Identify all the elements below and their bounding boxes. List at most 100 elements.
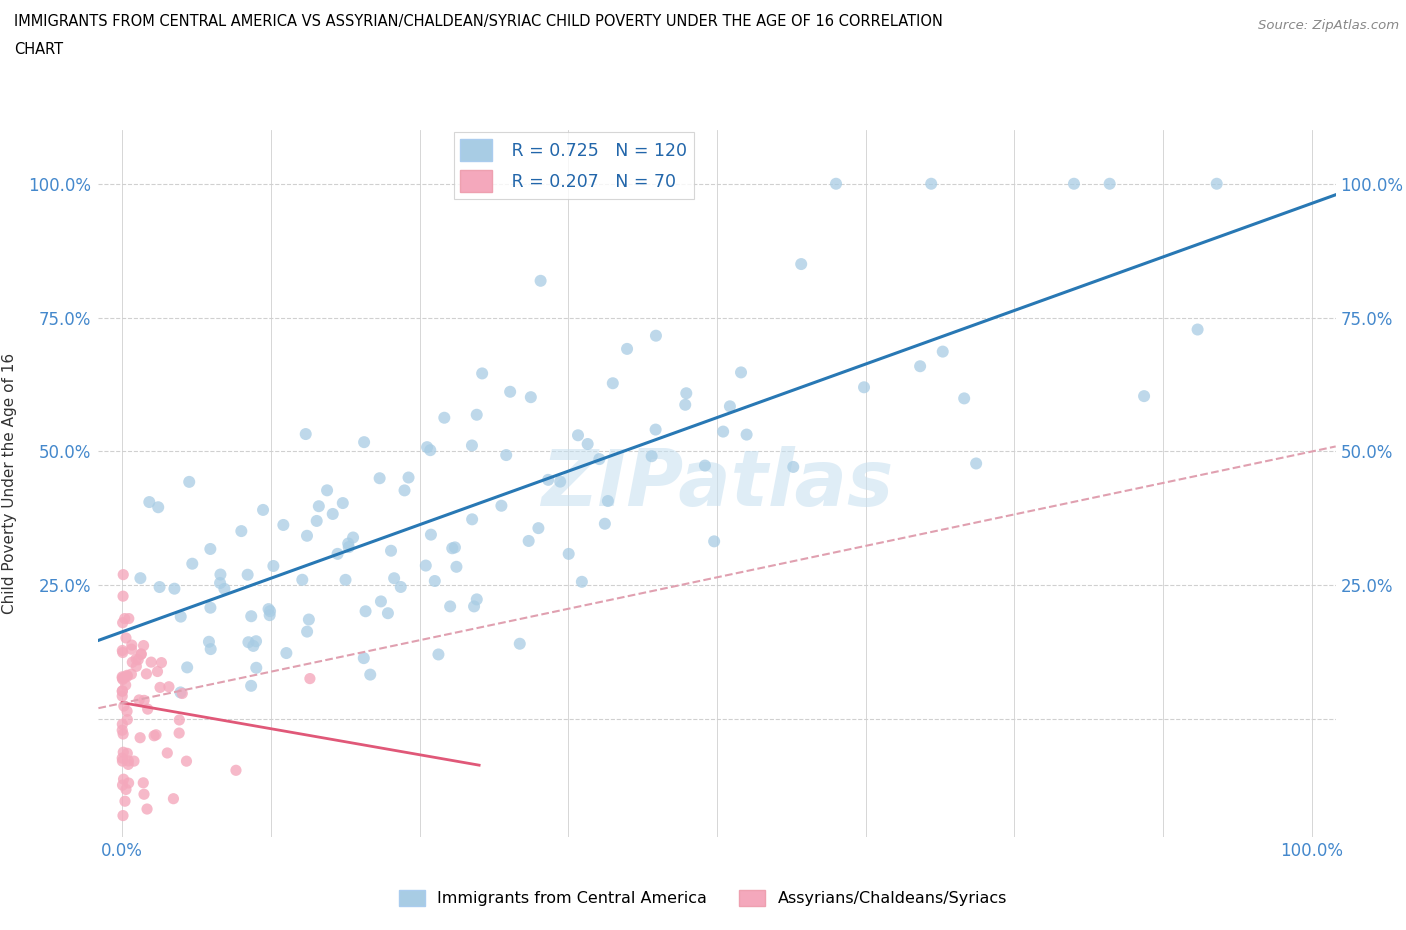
Point <box>394 483 416 498</box>
Point <box>1133 389 1156 404</box>
Point <box>337 536 360 551</box>
Point <box>120 667 142 682</box>
Point <box>735 427 758 442</box>
Point <box>170 609 193 624</box>
Point <box>238 635 260 650</box>
Point <box>200 600 222 615</box>
Point <box>353 434 375 449</box>
Point <box>111 684 134 698</box>
Point <box>240 609 263 624</box>
Point <box>117 712 139 727</box>
Point <box>129 647 152 662</box>
Point <box>718 399 741 414</box>
Point <box>273 517 295 532</box>
Point <box>156 746 179 761</box>
Point <box>596 494 619 509</box>
Point <box>353 651 375 666</box>
Point <box>294 427 316 442</box>
Point <box>1187 322 1209 337</box>
Point <box>332 496 354 511</box>
Point <box>644 422 666 437</box>
Point <box>703 534 725 549</box>
Point <box>111 684 134 698</box>
Point <box>262 559 284 574</box>
Point <box>117 746 139 761</box>
Point <box>337 539 360 554</box>
Point <box>419 527 441 542</box>
Point <box>117 669 139 684</box>
Point <box>111 643 134 658</box>
Point <box>132 776 155 790</box>
Point <box>415 558 437 573</box>
Point <box>305 513 328 528</box>
Point <box>465 407 488 422</box>
Point <box>335 572 357 587</box>
Point <box>308 498 330 513</box>
Point <box>112 772 135 787</box>
Point <box>214 581 236 596</box>
Point <box>231 524 253 538</box>
Point <box>389 579 412 594</box>
Point <box>576 436 599 451</box>
Point <box>115 631 138 645</box>
Point <box>122 753 145 768</box>
Point <box>932 344 955 359</box>
Point <box>128 693 150 708</box>
Point <box>1205 177 1227 192</box>
Point <box>136 802 159 817</box>
Text: Source: ZipAtlas.com: Source: ZipAtlas.com <box>1258 19 1399 32</box>
Point <box>730 365 752 379</box>
Point <box>259 607 281 622</box>
Point <box>115 704 138 719</box>
Legend:  R = 0.725   N = 120,  R = 0.207   N = 70: R = 0.725 N = 120, R = 0.207 N = 70 <box>454 132 693 199</box>
Point <box>527 521 550 536</box>
Point <box>495 447 517 462</box>
Point <box>148 579 170 594</box>
Point <box>157 679 180 694</box>
Point <box>509 636 531 651</box>
Point <box>441 541 464 556</box>
Point <box>118 611 141 626</box>
Point <box>673 397 696 412</box>
Point <box>132 638 155 653</box>
Point <box>616 341 638 356</box>
Point <box>127 652 149 667</box>
Point <box>298 671 321 686</box>
Point <box>143 728 166 743</box>
Point <box>111 672 134 687</box>
Text: IMMIGRANTS FROM CENTRAL AMERICA VS ASSYRIAN/CHALDEAN/SYRIAC CHILD POVERTY UNDER : IMMIGRANTS FROM CENTRAL AMERICA VS ASSYR… <box>14 14 943 29</box>
Point <box>298 612 321 627</box>
Point <box>121 638 143 653</box>
Point <box>382 571 405 586</box>
Point <box>461 438 484 453</box>
Point <box>640 449 662 464</box>
Point <box>125 658 148 673</box>
Point <box>112 698 135 713</box>
Point <box>176 753 198 768</box>
Legend: Immigrants from Central America, Assyrians/Chaldeans/Syriacs: Immigrants from Central America, Assyria… <box>392 884 1014 912</box>
Point <box>259 604 281 618</box>
Point <box>491 498 513 513</box>
Point <box>111 670 134 684</box>
Point <box>245 660 267 675</box>
Point <box>236 567 259 582</box>
Point <box>602 376 624 391</box>
Point <box>257 602 280 617</box>
Point <box>146 664 169 679</box>
Point <box>240 678 263 693</box>
Point <box>129 730 152 745</box>
Point <box>179 474 201 489</box>
Point <box>209 576 232 591</box>
Point <box>111 753 134 768</box>
Point <box>176 660 198 675</box>
Point <box>1063 177 1085 192</box>
Point <box>198 634 221 649</box>
Point <box>121 655 143 670</box>
Point <box>446 559 468 574</box>
Point <box>242 639 264 654</box>
Y-axis label: Child Poverty Under the Age of 16: Child Poverty Under the Age of 16 <box>3 353 17 614</box>
Point <box>825 177 848 192</box>
Point <box>529 273 551 288</box>
Point <box>111 717 134 732</box>
Point <box>326 547 349 562</box>
